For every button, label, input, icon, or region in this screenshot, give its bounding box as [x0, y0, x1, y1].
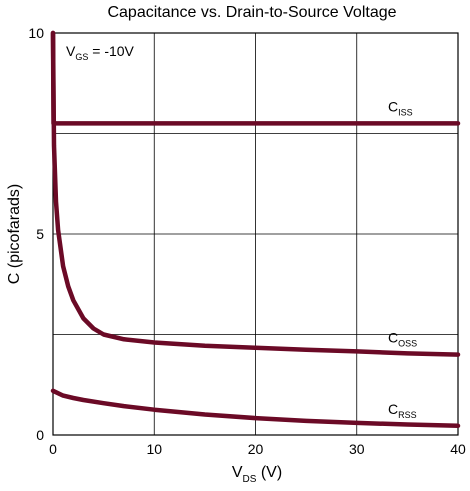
grid-lines — [53, 33, 458, 435]
x-tick-label: 10 — [146, 441, 162, 457]
x-tick-label: 20 — [248, 441, 264, 457]
series-label-main: C — [388, 401, 398, 417]
series-lines — [50, 30, 461, 429]
y-tick-label: 10 — [28, 25, 44, 41]
x-axis-label-sub: DS — [242, 474, 256, 485]
tick-labels: 0 10 20 30 40 0 5 10 — [28, 25, 466, 457]
x-axis-label: VDS (V) — [232, 464, 282, 485]
series-label-ciss: CISS — [388, 98, 413, 117]
x-axis-label-unit: (V) — [256, 464, 282, 481]
vgs-annotation-rest: = -10V — [88, 43, 134, 59]
series-label-sub: ISS — [398, 107, 413, 117]
x-tick-label: 40 — [450, 441, 466, 457]
y-tick-label: 5 — [36, 226, 44, 242]
series-label-main: C — [388, 98, 398, 114]
y-axis-label: C (picofarads) — [6, 184, 23, 284]
plot-frame — [52, 32, 459, 436]
series-line-crss — [50, 388, 461, 429]
reference-lines — [53, 133, 458, 335]
series-label-coss: COSS — [388, 330, 417, 349]
series-line-coss — [50, 30, 461, 357]
series-label-sub: RSS — [398, 410, 417, 420]
x-axis-label-main: V — [232, 464, 243, 481]
chart-title: Capacitance vs. Drain-to-Source Voltage — [107, 4, 396, 21]
series-label-crss: CRSS — [388, 401, 417, 420]
x-tick-label: 30 — [349, 441, 365, 457]
vgs-annotation: VGS = -10V — [66, 43, 135, 62]
vgs-annotation-main: V — [66, 43, 76, 59]
y-tick-label: 0 — [36, 427, 44, 443]
series-label-main: C — [388, 330, 398, 346]
vgs-annotation-sub: GS — [75, 52, 88, 62]
x-tick-label: 0 — [49, 441, 57, 457]
series-label-sub: OSS — [398, 339, 417, 349]
